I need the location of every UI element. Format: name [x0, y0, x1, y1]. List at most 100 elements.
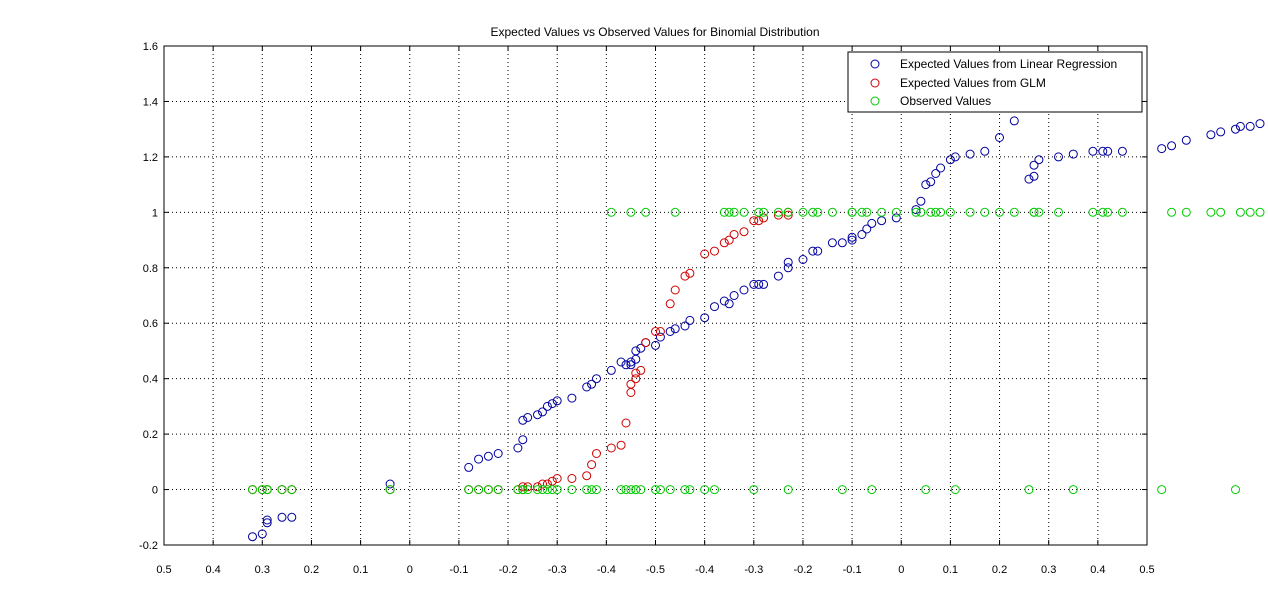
observed-point	[926, 207, 936, 217]
x-tick-label: 0	[407, 564, 413, 576]
linear-regression-point	[1029, 171, 1039, 181]
linear-regression-point	[1157, 144, 1167, 154]
y-tick-label: 0.2	[143, 429, 158, 441]
legend-label-observed: Observed Values	[900, 94, 991, 108]
observed-point	[1088, 207, 1098, 217]
observed-point	[813, 207, 823, 217]
linear-regression-point	[582, 382, 592, 392]
observed-point	[262, 485, 272, 495]
linear-regression-point	[636, 343, 646, 353]
observed-point	[616, 485, 626, 495]
glm-point	[582, 471, 592, 481]
linear-regression-point	[592, 374, 601, 384]
linear-regression-point	[965, 149, 975, 159]
glm-point	[773, 210, 783, 220]
x-tick-label: 0.4	[1090, 564, 1105, 576]
observed-point	[518, 485, 528, 495]
observed-point	[1068, 485, 1078, 495]
observed-point	[862, 207, 872, 217]
linear-regression-point	[685, 315, 695, 325]
observed-point	[542, 485, 552, 495]
observed-point	[547, 485, 557, 495]
chart-legend: Expected Values from Linear Regression E…	[847, 51, 1143, 113]
observed-point	[950, 485, 960, 495]
observed-point	[931, 207, 941, 217]
linear-regression-point	[518, 435, 528, 445]
linear-regression-point	[916, 196, 926, 206]
observed-point	[837, 485, 847, 495]
y-tick-label: 1.4	[143, 96, 158, 108]
observed-point	[651, 485, 660, 495]
linear-regression-point	[626, 357, 636, 367]
glm-point	[631, 368, 641, 378]
glm-point	[685, 268, 695, 278]
linear-regression-point	[1034, 155, 1044, 165]
linear-regression-point	[1068, 149, 1078, 159]
observed-point	[1009, 207, 1019, 217]
glm-point	[670, 285, 680, 295]
x-tick-label: -0.3	[744, 564, 763, 576]
observed-point	[1117, 207, 1127, 217]
linear-regression-point	[926, 177, 936, 187]
linear-regression-point	[783, 257, 793, 267]
linear-regression-point	[773, 271, 783, 281]
x-tick-label: 0.1	[943, 564, 958, 576]
observed-point	[995, 207, 1004, 217]
observed-point	[670, 207, 680, 217]
linear-regression-point	[808, 246, 818, 256]
observed-point	[798, 207, 808, 217]
observed-point	[257, 485, 267, 495]
linear-regression-point	[759, 279, 769, 289]
observed-point	[626, 485, 636, 495]
linear-regression-point	[867, 218, 877, 228]
glm-point	[724, 235, 734, 245]
observed-point	[621, 485, 631, 495]
observed-point	[287, 485, 297, 495]
legend-label-glm: Expected Values from GLM	[900, 76, 1046, 90]
y-tick-label: 0	[152, 485, 158, 497]
linear-regression-point	[385, 479, 395, 489]
linear-regression-point	[1009, 116, 1019, 126]
observed-point	[867, 485, 877, 495]
linear-regression-point	[1231, 124, 1240, 134]
y-tick-label: 1.2	[143, 152, 158, 164]
x-tick-label: 0.4	[206, 564, 221, 576]
glm-point	[626, 379, 636, 389]
glm-point	[665, 299, 675, 309]
glm-point	[606, 443, 616, 453]
linear-regression-point	[287, 512, 297, 522]
x-tick-label: 0.5	[156, 564, 171, 576]
observed-point	[685, 485, 695, 495]
x-tick-label: -0.3	[548, 564, 567, 576]
observed-point	[724, 207, 734, 217]
glm-point	[729, 230, 739, 239]
observed-point	[665, 485, 675, 495]
observed-point	[773, 207, 783, 217]
linear-regression-point	[729, 291, 739, 300]
linear-regression-point	[1255, 119, 1265, 129]
observed-point	[1235, 207, 1245, 217]
legend-box	[847, 51, 1143, 113]
observed-point	[606, 207, 616, 217]
glm-point	[719, 238, 729, 248]
glm-point	[655, 327, 665, 336]
linear-regression-point	[518, 415, 528, 425]
x-tick-label: -0.4	[597, 564, 616, 576]
linear-regression-point	[813, 246, 823, 256]
observed-point	[808, 207, 818, 217]
y-tick-label: 0.6	[143, 318, 158, 330]
observed-point	[1206, 207, 1216, 217]
linear-regression-point	[700, 313, 710, 323]
observed-point	[1157, 485, 1167, 495]
linear-regression-point	[754, 279, 764, 289]
observed-point	[1245, 207, 1255, 217]
linear-regression-point	[547, 399, 557, 409]
observed-point	[636, 485, 646, 495]
glm-point	[621, 418, 631, 428]
linear-regression-point	[513, 443, 523, 453]
x-tick-label: -0.4	[695, 564, 714, 576]
observed-point	[1231, 485, 1240, 495]
y-tick-label: 1.6	[143, 41, 158, 53]
chart-title: Expected Values vs Observed Values for B…	[490, 25, 819, 39]
glm-point	[538, 479, 547, 489]
